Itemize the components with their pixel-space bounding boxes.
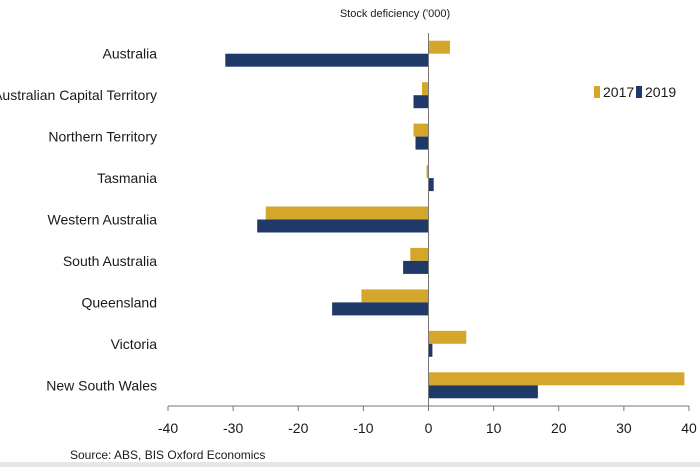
bar-2019-australian-capital-territory <box>413 95 429 109</box>
bar-2017-south-australia <box>410 247 429 261</box>
x-tick-label: -10 <box>353 420 373 436</box>
bar-2017-australian-capital-territory <box>422 82 429 96</box>
x-tick-label: 20 <box>551 420 567 436</box>
category-label: South Australia <box>63 253 157 269</box>
bar-2017-australia <box>428 40 450 54</box>
bar-2019-australia <box>225 53 429 67</box>
x-tick-label: 40 <box>681 420 697 436</box>
tick-labels: -40 -30 -20 -10 0 10 20 30 40 <box>158 420 697 436</box>
x-tick-label: 0 <box>425 420 433 436</box>
category-label: Tasmania <box>97 170 157 186</box>
source-note: Source: ABS, BIS Oxford Economics <box>70 448 265 462</box>
bar-2017-northern-territory <box>413 123 429 137</box>
category-label: Queensland <box>81 294 157 310</box>
x-tick-label: -20 <box>288 420 308 436</box>
category-label: Australia <box>103 46 158 62</box>
bar-2017-western-australia <box>265 206 429 220</box>
bar-2017-new-south-wales <box>428 372 685 386</box>
bar-2019-tasmania <box>428 178 434 192</box>
bottom-strip <box>0 462 700 467</box>
bars-layer <box>225 40 685 399</box>
legend-swatch-2017 <box>594 86 600 98</box>
bar-2019-south-australia <box>403 260 429 274</box>
category-label: New South Wales <box>46 377 157 393</box>
bar-2019-queensland <box>332 302 429 316</box>
x-tick-label: -40 <box>158 420 178 436</box>
category-label: Australian Capital Territory <box>0 87 157 103</box>
chart-title: Stock deficiency ('000) <box>340 8 450 20</box>
category-label: Victoria <box>111 336 158 352</box>
bar-2019-northern-territory <box>415 136 429 150</box>
axis-layer <box>167 33 690 411</box>
bar-2017-tasmania <box>426 165 429 179</box>
x-tick-label: 10 <box>486 420 502 436</box>
category-labels: Australia Australian Capital Territory Nor… <box>0 46 157 394</box>
legend-label-2019: 2019 <box>645 84 676 100</box>
bar-2019-western-australia <box>257 219 429 233</box>
legend-swatch-2019 <box>636 86 642 98</box>
category-label: Northern Territory <box>48 129 157 145</box>
bar-2017-victoria <box>428 330 467 344</box>
bar-2017-queensland <box>361 289 429 303</box>
x-tick-label: 30 <box>616 420 632 436</box>
category-label: Western Australia <box>48 212 158 228</box>
bar-2019-victoria <box>428 343 433 357</box>
legend-label-2017: 2017 <box>603 84 634 100</box>
x-tick-label: -30 <box>223 420 243 436</box>
legend: 2017 2019 <box>594 84 676 100</box>
bar-2019-new-south-wales <box>428 385 538 399</box>
